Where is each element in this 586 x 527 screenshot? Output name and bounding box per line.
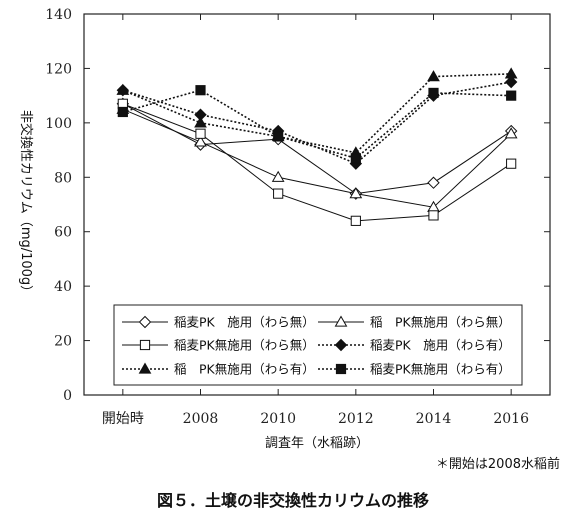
data-point bbox=[271, 170, 285, 182]
data-point bbox=[194, 116, 207, 128]
series-line bbox=[122, 89, 512, 160]
series-2 bbox=[116, 102, 518, 212]
series-1 bbox=[116, 97, 518, 200]
series-line bbox=[122, 81, 512, 165]
data-point bbox=[116, 83, 130, 95]
legend-entry: 稲 PK無施用（わら有） bbox=[122, 362, 315, 377]
legend-entry: 稲麦PK 施用（わら無） bbox=[122, 315, 315, 330]
data-point bbox=[427, 70, 440, 82]
data-point bbox=[506, 90, 517, 101]
data-point bbox=[350, 153, 361, 164]
data-point bbox=[195, 85, 206, 96]
series-line bbox=[122, 73, 512, 154]
legend-marker bbox=[335, 363, 347, 375]
series-line bbox=[122, 108, 512, 208]
legend-label: 稲 PK無施用（わら有） bbox=[174, 362, 315, 377]
data-point bbox=[349, 187, 363, 199]
figure-caption: 図５．土壌の非交換性カリウムの推移 bbox=[157, 491, 429, 510]
legend-entry: 稲麦PK無施用（わら有） bbox=[318, 362, 511, 377]
data-point bbox=[195, 128, 206, 139]
legend-label: 稲麦PK無施用（わら有） bbox=[370, 362, 511, 377]
legend-entry: 稲麦PK 施用（わら有） bbox=[318, 338, 511, 353]
y-tick-label: 40 bbox=[54, 279, 72, 295]
legend-label: 稲麦PK 施用（わら有） bbox=[370, 338, 511, 353]
legend-entry: 稲麦PK無施用（わら無） bbox=[122, 338, 315, 353]
series-4 bbox=[116, 75, 518, 170]
y-tick-label: 20 bbox=[54, 334, 72, 350]
series-line bbox=[122, 103, 512, 195]
legend-label: 稲 PK無施用（わら無） bbox=[370, 315, 511, 330]
data-point bbox=[504, 127, 518, 139]
y-tick-label: 60 bbox=[54, 225, 72, 241]
data-point bbox=[428, 87, 439, 99]
data-point bbox=[273, 131, 284, 142]
data-point bbox=[506, 158, 517, 169]
data-point bbox=[427, 176, 440, 189]
y-tick-label: 0 bbox=[63, 388, 72, 404]
data-point bbox=[273, 188, 284, 199]
series-5 bbox=[116, 67, 518, 158]
x-tick-label: 開始時 bbox=[102, 411, 144, 427]
y-axis-label: 非交換性カリウム（mg/100g） bbox=[18, 110, 34, 298]
series-3 bbox=[117, 98, 517, 226]
data-point bbox=[117, 106, 128, 118]
x-tick-label: 2010 bbox=[260, 411, 296, 427]
series-6 bbox=[117, 85, 517, 164]
data-point bbox=[194, 135, 207, 147]
plot-frame bbox=[83, 13, 551, 396]
legend-label: 稲麦PK 施用（わら無） bbox=[174, 315, 315, 330]
data-point bbox=[428, 210, 439, 221]
x-tick-label: 2012 bbox=[338, 411, 374, 427]
x-tick-label: 2014 bbox=[416, 411, 452, 427]
y-tick-label: 80 bbox=[54, 170, 72, 186]
legend-marker bbox=[334, 338, 348, 352]
data-point bbox=[504, 75, 518, 89]
legend-marker bbox=[334, 315, 348, 327]
footnote: ＊開始は2008水稲前 bbox=[436, 456, 560, 472]
data-point bbox=[504, 67, 518, 79]
x-tick-label: 2016 bbox=[493, 411, 529, 427]
legend-marker bbox=[139, 339, 151, 351]
data-point bbox=[350, 215, 361, 226]
legend: 稲麦PK 施用（わら無） 稲 PK無施用（わら無） 稲麦PK無施用（わら無） 稲麦PK… bbox=[113, 304, 523, 386]
legend-marker bbox=[138, 315, 152, 329]
legend-label: 稲麦PK無施用（わら無） bbox=[174, 338, 315, 353]
legend-marker bbox=[138, 362, 152, 374]
x-tick-label: 2008 bbox=[183, 411, 219, 427]
y-tick-label: 120 bbox=[45, 61, 72, 77]
series-line bbox=[122, 103, 512, 222]
y-tick-label: 140 bbox=[45, 7, 72, 23]
x-axis-label: 調査年（水稲跡） bbox=[265, 435, 369, 451]
legend-entry: 稲 PK無施用（わら無） bbox=[318, 315, 511, 330]
y-tick-label: 100 bbox=[45, 116, 72, 132]
